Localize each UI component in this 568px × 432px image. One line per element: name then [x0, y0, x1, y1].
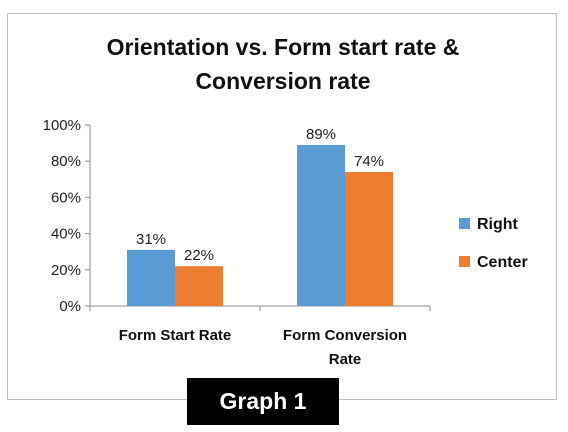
y-tick-label: 20% [51, 262, 81, 279]
legend-swatch-right [459, 218, 470, 229]
legend-label: Right [477, 216, 519, 233]
bar-center [175, 266, 223, 306]
y-tick-label: 80% [51, 153, 81, 170]
data-label: 89% [306, 126, 336, 143]
legend-label: Center [477, 254, 528, 271]
chart-legend: Right Center [459, 216, 528, 271]
chart-title: Orientation vs. Form start rate & Convers… [107, 34, 460, 94]
legend-swatch-center [459, 256, 470, 267]
y-tick-label: 60% [51, 189, 81, 206]
chart-frame: Orientation vs. Form start rate & Convers… [7, 13, 557, 400]
data-label: 22% [184, 247, 214, 264]
chart-bars: 31% 22% 89% 74% [127, 126, 393, 306]
bar-center [345, 172, 393, 306]
graph-caption-box: Graph 1 [187, 378, 339, 425]
chart-axes: 0% 20% 40% 60% 80% 100% Form Start Rate Form Co… [43, 117, 431, 368]
x-category-label: Rate [329, 351, 362, 368]
bar-right [297, 144, 345, 306]
y-tick-label: 0% [59, 298, 81, 315]
y-tick-label: 40% [51, 226, 81, 243]
graph-caption: Graph 1 [219, 388, 307, 414]
x-category-label: Form Start Rate [119, 327, 232, 344]
chart-svg: Orientation vs. Form start rate & Convers… [43, 34, 528, 368]
data-label: 31% [136, 231, 166, 248]
y-tick-label: 100% [43, 117, 81, 134]
bar-right [127, 249, 175, 306]
x-category-label: Form Conversion [283, 327, 407, 344]
chart-title-line: Conversion rate [195, 68, 370, 94]
data-label: 74% [354, 153, 384, 170]
chart-title-line: Orientation vs. Form start rate & [107, 34, 460, 60]
